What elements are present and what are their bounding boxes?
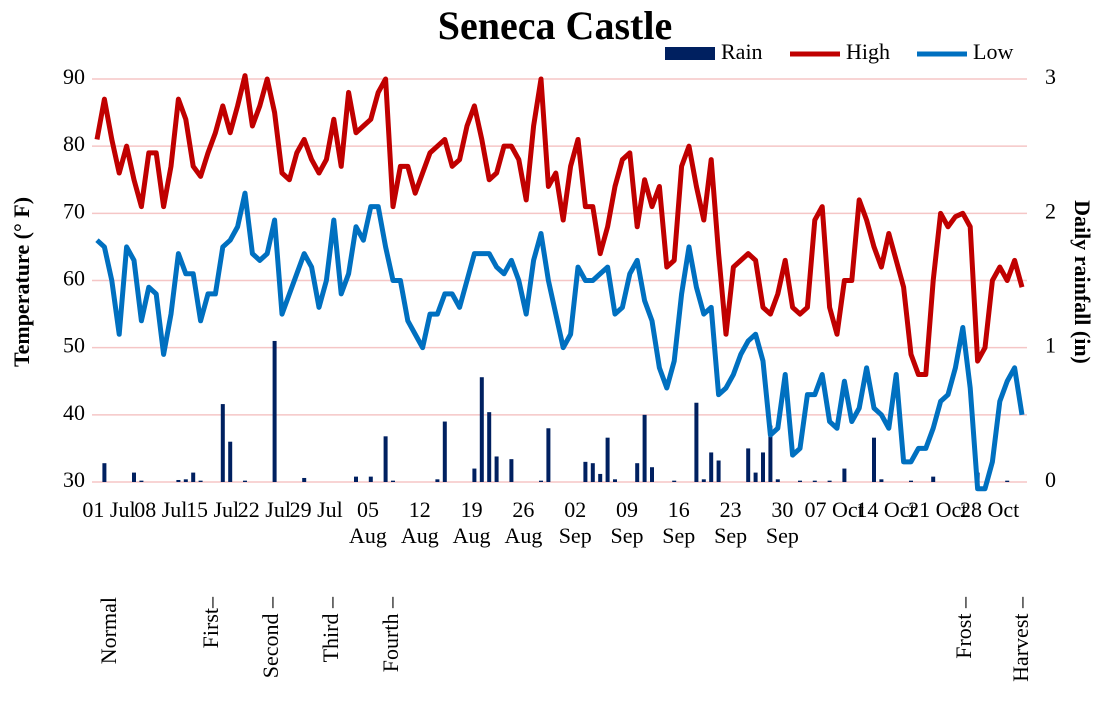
x-tick-label: 15 Jul: [186, 497, 240, 522]
rain-bar: [442, 421, 447, 482]
legend-label: Low: [973, 39, 1013, 64]
legend-swatch: [665, 47, 715, 60]
annotation: Normal: [96, 597, 121, 664]
rain-bar: [479, 377, 484, 482]
rain-bar: [605, 437, 610, 482]
rain-bar: [220, 404, 225, 482]
rain-bar: [879, 479, 884, 482]
y-tick-label: 70: [63, 198, 85, 223]
rain-bar: [509, 459, 514, 482]
x-tick-label: 08 Jul: [134, 497, 188, 522]
x-tick-label: 14 Oct: [856, 497, 916, 522]
x-tick-label: 26 Aug: [504, 497, 543, 548]
x-tick-label: 09 Sep: [610, 497, 644, 548]
y-tick-label: 80: [63, 131, 85, 156]
rain-bar: [753, 472, 758, 482]
x-tick-label: 05 Aug: [349, 497, 387, 548]
rain-bar: [909, 480, 913, 482]
rain-bar: [132, 472, 136, 482]
rain-bar: [598, 473, 603, 482]
rain-bar: [546, 428, 551, 482]
rain-bar: [775, 479, 780, 482]
x-tick-label: 02 Sep: [558, 497, 592, 548]
x-tick-label: 21 Oct: [908, 497, 968, 522]
y-tick-label: 90: [63, 64, 85, 89]
rain-bar: [672, 480, 677, 482]
temp-line: [95, 190, 1025, 492]
rain-bar: [650, 467, 654, 482]
rain-bar: [102, 463, 107, 482]
rain-bar: [613, 479, 617, 482]
annotation: Fourth –: [378, 596, 403, 672]
legend-label: High: [846, 39, 890, 64]
rain-bar: [391, 480, 395, 482]
annotation: Frost –: [951, 596, 976, 659]
rain-bar: [590, 463, 595, 482]
rain-bar: [761, 452, 765, 482]
y-axis-label: Temperature (° F): [9, 197, 34, 367]
rain-bar: [635, 463, 640, 482]
rain-bar: [872, 437, 876, 482]
rain-bar: [931, 476, 936, 482]
rain-bar: [383, 436, 388, 482]
x-tick-label: 22 Jul: [237, 497, 291, 522]
y-tick-label: 40: [63, 400, 85, 425]
rain-bar: [368, 476, 373, 482]
legend-label: Rain: [721, 39, 763, 64]
rain-bar: [191, 472, 196, 482]
rain-bar: [709, 452, 714, 482]
x-tick-label: 28 Oct: [959, 497, 1020, 522]
rain-bar: [183, 479, 188, 482]
x-tick-label: 16 Sep: [662, 497, 696, 548]
rain-bar: [746, 448, 751, 482]
rain-bar: [228, 441, 233, 482]
rain-bar: [198, 480, 203, 482]
rain-bar: [539, 480, 543, 482]
y2-tick-label: 3: [1045, 64, 1056, 89]
rain-bar: [176, 479, 181, 482]
y2-axis-label: Daily rainfall (in): [1070, 200, 1095, 364]
rain-bar: [842, 468, 847, 482]
y2-tick-label: 2: [1045, 198, 1056, 223]
rain-bar: [812, 480, 817, 482]
chart-title: Seneca Castle: [438, 3, 672, 48]
y-tick-label: 30: [63, 467, 85, 492]
rain-bar: [435, 479, 440, 482]
rain-bar: [243, 480, 247, 482]
rain-bar: [487, 412, 492, 482]
y-tick-label: 60: [63, 266, 85, 291]
x-tick-label: 12 Aug: [400, 497, 439, 548]
y2-tick-label: 1: [1045, 333, 1056, 358]
rain-bar: [472, 468, 477, 482]
rain-bar: [798, 480, 802, 482]
annotation: Third –: [318, 596, 343, 662]
y2-tick-label: 0: [1045, 467, 1056, 492]
rain-bar: [302, 477, 307, 482]
annotation: Harvest –: [1008, 596, 1033, 682]
rain-bar: [694, 402, 699, 482]
x-tick-label: 07 Oct: [804, 497, 864, 522]
x-tick-label: 01 Jul: [82, 497, 136, 522]
rain-bar: [768, 425, 773, 482]
rain-bar: [701, 479, 706, 482]
x-tick-label: 19 Aug: [452, 497, 491, 548]
rain-bar: [139, 480, 144, 482]
rain-bar: [827, 480, 832, 482]
rain-bar: [583, 461, 588, 482]
temp-line: [94, 73, 1025, 378]
rain-bar: [354, 476, 358, 482]
annotation: First–: [198, 596, 223, 648]
rain-bar: [642, 414, 647, 482]
x-tick-label: 29 Jul: [289, 497, 343, 522]
x-tick-label: 30 Sep: [765, 497, 799, 548]
rain-bar: [716, 460, 721, 482]
x-tick-label: 23 Sep: [714, 497, 748, 548]
rain-bar: [272, 340, 277, 482]
rain-bar: [494, 456, 499, 482]
annotation: Second –: [258, 596, 283, 678]
y-tick-label: 50: [63, 333, 85, 358]
rain-bar: [1005, 480, 1010, 482]
